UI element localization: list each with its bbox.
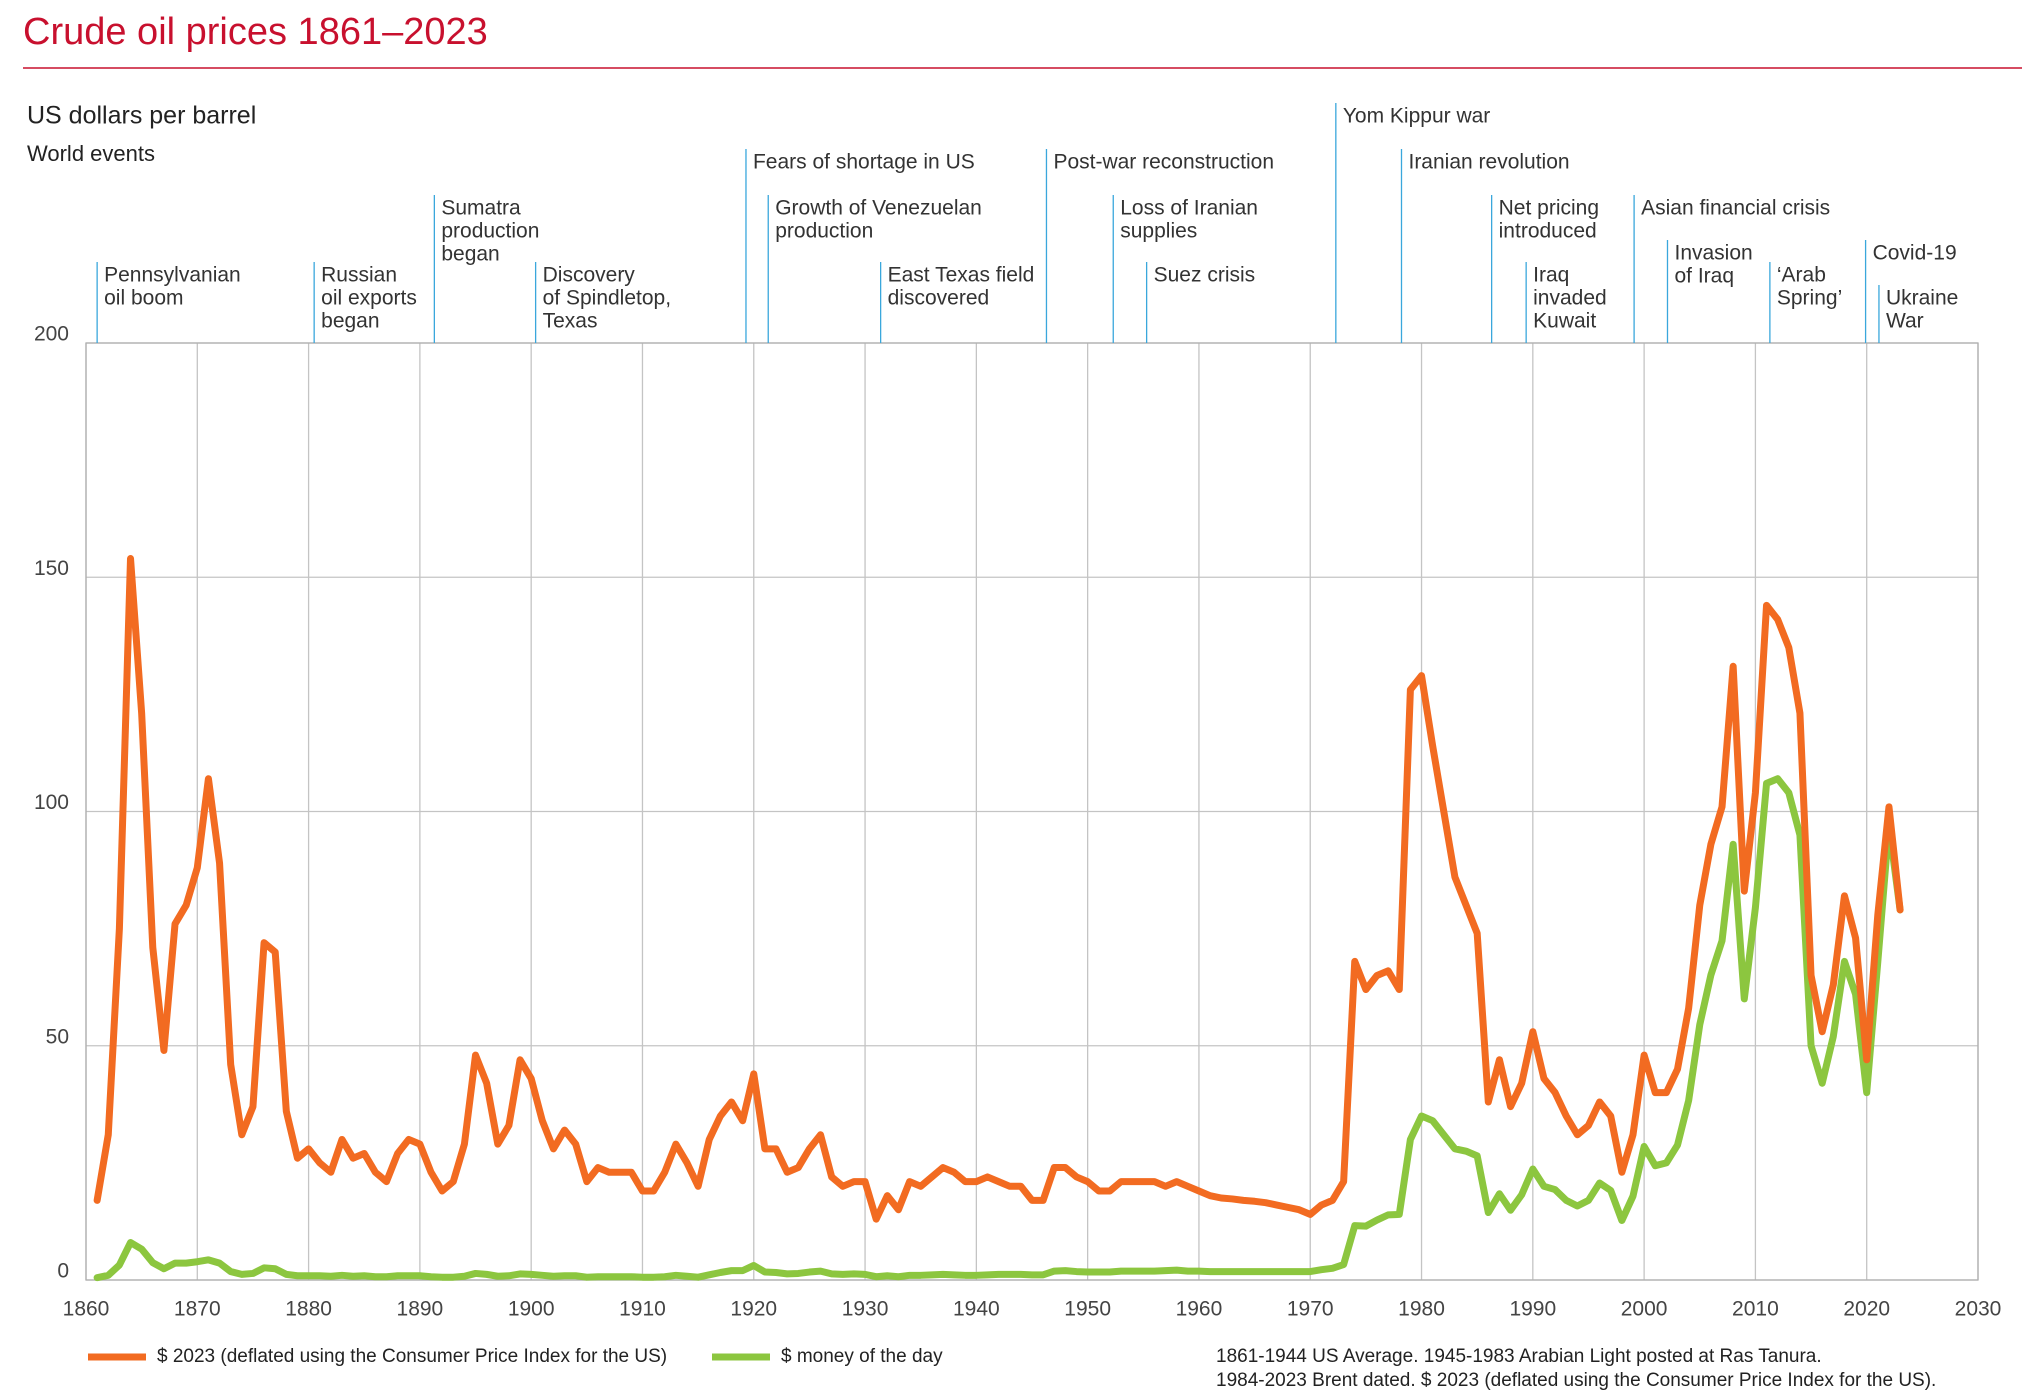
event-label: Discovery [543, 264, 636, 287]
event-label: discovered [888, 287, 990, 310]
x-tick-label: 1970 [1287, 1298, 1334, 1321]
x-tick-label: 2030 [1955, 1298, 2002, 1321]
y-tick-label: 0 [57, 1260, 69, 1283]
event-label: production [441, 220, 539, 243]
x-tick-label: 1860 [63, 1298, 110, 1321]
x-tick-label: 1930 [842, 1298, 889, 1321]
y-tick-label: 100 [34, 791, 69, 814]
event-label: Pennsylvanian [104, 264, 241, 287]
event-label: production [775, 220, 873, 243]
series-line [93, 775, 1904, 1282]
x-tick-label: 1940 [953, 1298, 1000, 1321]
y-tick-label: 150 [34, 557, 69, 580]
event-label: Russian [321, 264, 397, 287]
event-label: Net pricing [1499, 197, 1599, 220]
x-tick-label: 1990 [1509, 1298, 1556, 1321]
x-tick-label: 1950 [1064, 1298, 1111, 1321]
event-label: War [1886, 310, 1924, 333]
legend-label: $ money of the day [781, 1346, 943, 1367]
chart-title: Crude oil prices 1861–2023 [23, 11, 488, 53]
x-tick-label: 2000 [1621, 1298, 1668, 1321]
event-label: Loss of Iranian [1120, 197, 1258, 220]
y-tick-label: 50 [46, 1025, 69, 1048]
event-label: began [441, 243, 499, 266]
event-label: Iranian revolution [1408, 151, 1569, 174]
event-label: of Spindletop, [543, 287, 671, 310]
event-label: Fears of shortage in US [753, 151, 975, 174]
events-title: World events [27, 141, 155, 166]
x-tick-label: 2010 [1732, 1298, 1779, 1321]
event-label: Covid-19 [1873, 242, 1957, 265]
legend-label: $ 2023 (deflated using the Consumer Pric… [157, 1346, 667, 1367]
event-label: oil boom [104, 287, 183, 310]
x-tick-label: 1920 [730, 1298, 777, 1321]
x-tick-label: 1980 [1398, 1298, 1445, 1321]
event-label: Texas [543, 310, 598, 333]
x-tick-label: 1890 [397, 1298, 444, 1321]
event-label: introduced [1499, 220, 1597, 243]
event-label: Growth of Venezuelan [775, 197, 982, 220]
event-label: Yom Kippur war [1343, 105, 1490, 128]
event-label: invaded [1533, 287, 1607, 310]
event-label: Sumatra [441, 197, 521, 220]
event-label: Iraq [1533, 264, 1569, 287]
x-tick-label: 2020 [1843, 1298, 1890, 1321]
x-tick-label: 1960 [1176, 1298, 1223, 1321]
x-tick-label: 1880 [285, 1298, 332, 1321]
plot-frame [85, 342, 1979, 1281]
y-tick-label: 200 [34, 323, 69, 346]
event-label: Invasion [1674, 242, 1752, 265]
event-label: ‘Arab [1777, 264, 1826, 287]
event-label: Suez crisis [1154, 264, 1256, 287]
footnote: 1984-2023 Brent dated. $ 2023 (deflated … [1216, 1370, 1936, 1391]
event-label: supplies [1120, 220, 1197, 243]
x-tick-label: 1910 [619, 1298, 666, 1321]
footnote: 1861-1944 US Average. 1945-1983 Arabian … [1216, 1346, 1822, 1367]
event-label: began [321, 310, 379, 333]
y-axis-label: US dollars per barrel [27, 102, 256, 130]
event-label: of Iraq [1674, 265, 1734, 288]
event-label: oil exports [321, 287, 417, 310]
event-label: East Texas field [888, 264, 1035, 287]
event-label: Asian financial crisis [1641, 197, 1830, 220]
x-tick-label: 1900 [508, 1298, 555, 1321]
series-line [93, 555, 1904, 1223]
x-tick-label: 1870 [174, 1298, 221, 1321]
event-label: Kuwait [1533, 310, 1596, 333]
event-label: Spring’ [1777, 287, 1842, 310]
event-label: Post-war reconstruction [1053, 151, 1274, 174]
event-label: Ukraine [1886, 287, 1958, 310]
